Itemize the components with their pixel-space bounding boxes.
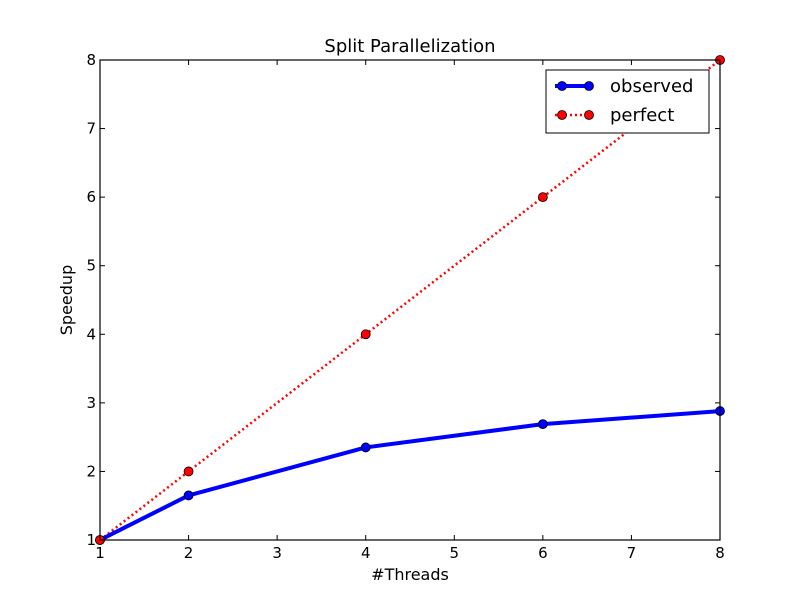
y-tick-label: 2 (86, 462, 96, 480)
y-tick-label: 6 (86, 188, 96, 206)
x-tick-label: 8 (715, 544, 725, 562)
x-tick-label: 2 (184, 544, 194, 562)
legend-box (545, 69, 710, 134)
legend-marker-perfect (557, 110, 567, 120)
legend-marker-observed (557, 81, 567, 91)
x-tick-label: 3 (272, 544, 282, 562)
legend-entries: observed perfect (555, 76, 693, 126)
data-point-observed (183, 490, 194, 501)
y-axis-label: Speedup (57, 265, 76, 335)
data-point-observed (537, 419, 548, 430)
x-tick-label: 7 (627, 544, 637, 562)
legend: observed perfect (545, 69, 710, 134)
legend-label-perfect: perfect (610, 105, 674, 126)
chart-title: Split Parallelization (324, 36, 495, 57)
data-point-perfect (360, 329, 371, 340)
y-tick-label: 3 (86, 394, 96, 412)
y-tick-label: 8 (86, 51, 96, 69)
x-tick-label: 5 (450, 544, 460, 562)
data-point-perfect (183, 466, 194, 477)
y-tick-label: 7 (86, 120, 96, 138)
data-point-observed (360, 442, 371, 453)
y-tick-label: 1 (86, 531, 96, 549)
x-tick-label: 4 (361, 544, 371, 562)
data-point-perfect (537, 192, 548, 203)
legend-marker-perfect (584, 110, 594, 120)
y-tick-label: 5 (86, 257, 96, 275)
y-tick-label: 4 (86, 325, 96, 343)
legend-marker-observed (584, 81, 594, 91)
legend-label-observed: observed (610, 76, 693, 97)
plot-frame (99, 59, 721, 541)
x-axis-label: #Threads (371, 565, 449, 584)
x-tick-label: 1 (95, 544, 105, 562)
x-tick-label: 6 (538, 544, 548, 562)
